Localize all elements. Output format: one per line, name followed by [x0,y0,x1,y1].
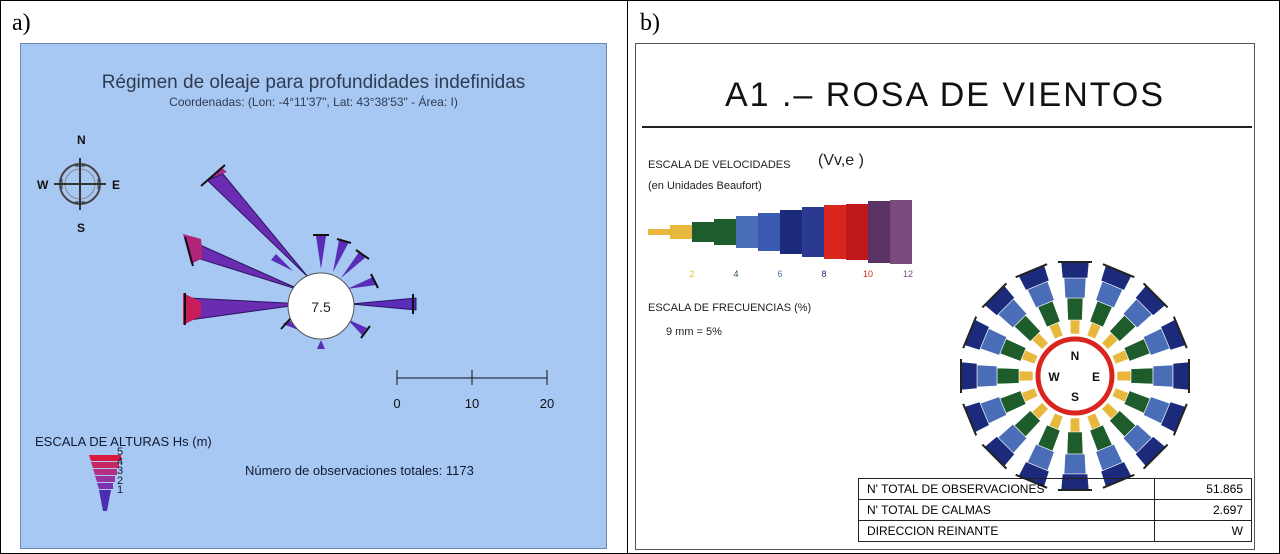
wind-arm-segment [1063,453,1087,475]
wind-rose-panel: A1 .– ROSA DE VIENTOS ESCALA DE VELOCIDA… [635,43,1255,550]
wind-arm-segment [960,361,978,391]
speed-tick-2: 2 [689,269,694,279]
wind-arm-segment [1066,297,1084,321]
wind-arm-cap [1015,263,1048,279]
wind-arm-segment [1116,370,1132,382]
height-value-2: 2 [117,474,124,487]
wave-rose-title: Régimen de oleaje para profundidades ind… [101,72,526,93]
table-label: DIRECCION REINANTE [858,520,1155,542]
speed-units: (en Unidades Beaufort) [648,180,762,192]
scale-tick-0: 0 [393,396,400,411]
table-label: N' TOTAL DE CALMAS [858,499,1155,521]
panel-divider [627,0,628,554]
wind-arm-segment [1069,319,1081,335]
wind-compass-s: S [1071,390,1079,404]
wind-rose-graphic: 2 4 6 8 10 12 N S W E [648,200,1190,491]
wind-arm-cap [981,282,1008,309]
compass-n: N [77,133,86,147]
speed-tick-10: 10 [863,269,873,279]
wind-arm-segment [1172,361,1190,391]
wind-arm-segment [1063,277,1087,299]
height-scale-title: ESCALA DE ALTURAS Hs (m) [35,434,212,449]
frequency-scale-value: 9 mm = 5% [666,326,722,338]
wind-arm-cap [1142,443,1169,470]
height-value-4: 4 [117,455,124,468]
wind-arm-cap [962,403,978,436]
observations-total: Número de observaciones totales: 1173 [245,463,474,478]
wind-compass-w: W [1048,370,1060,384]
wave-rose-coords: Coordenadas: (Lon: -4°11'37", Lat: 43°38… [169,95,458,109]
speed-tick-12: 12 [903,269,913,279]
table-value: 51.865 [1154,478,1252,500]
summary-table: N' TOTAL DE OBSERVACIONES 51.865 N' TOTA… [858,478,1252,542]
speed-symbol: (Vv,e ) [818,152,864,169]
compass-icon [54,158,106,210]
wind-arm-segment [976,364,998,388]
height-value-5: 5 [117,446,124,458]
wind-arm-cap [962,316,978,349]
wind-arm-cap [1172,316,1188,349]
wind-arm-segment [1130,367,1154,385]
speed-tick-6: 6 [777,269,782,279]
speed-scale-title: ESCALA DE VELOCIDADES [648,159,791,171]
wind-arm-cap [1172,403,1188,436]
speed-tick-4: 4 [733,269,738,279]
wind-arm-segment [1066,431,1084,455]
wind-rose-title: A1 .– ROSA DE VIENTOS [724,76,1166,114]
wind-arm-segment [996,367,1020,385]
frequency-scale-title: ESCALA DE FRECUENCIAS (%) [648,302,812,314]
wind-arm-cap [981,443,1008,470]
height-scale-values: 5 4 3 2 1 [117,446,129,496]
compass-s: S [77,221,85,235]
wave-rose-panel: Régimen de oleaje para profundidades ind… [20,43,607,549]
compass-e: E [112,178,120,192]
table-row: N' TOTAL DE CALMAS 2.697 [858,499,1252,521]
wind-compass-n: N [1071,349,1080,363]
wind-arm-segment [1152,364,1174,388]
wind-arm-segment [1060,261,1090,279]
wind-arm-segment [1018,370,1034,382]
table-label: N' TOTAL DE OBSERVACIONES [858,478,1155,500]
rose-petals [183,164,417,349]
scale-tick-10: 10 [465,396,479,411]
distance-scale-bar [396,370,548,385]
table-value: W [1154,520,1252,542]
speed-tick-8: 8 [821,269,826,279]
height-legend-graphic [89,455,121,511]
table-value: 2.697 [1154,499,1252,521]
table-row: DIRECCION REINANTE W [858,520,1252,542]
height-value-3: 3 [117,465,124,477]
wind-compass-e: E [1092,370,1100,384]
scale-tick-20: 20 [540,396,554,411]
wind-arm-segment [1069,417,1081,433]
title-rule [642,126,1252,128]
rose-center-value: 7.5 [311,299,331,315]
panel-b-label: b) [640,10,660,36]
wind-arm-cap [1102,263,1135,279]
compass-w: W [37,178,49,192]
table-row: N' TOTAL DE OBSERVACIONES 51.865 [858,478,1252,500]
speed-scale-bars [648,200,912,264]
panel-a-label: a) [12,10,31,36]
height-value-1: 1 [117,484,124,496]
wave-rose-graphic: N S E W [37,133,554,511]
wind-arm-cap [1142,282,1169,309]
